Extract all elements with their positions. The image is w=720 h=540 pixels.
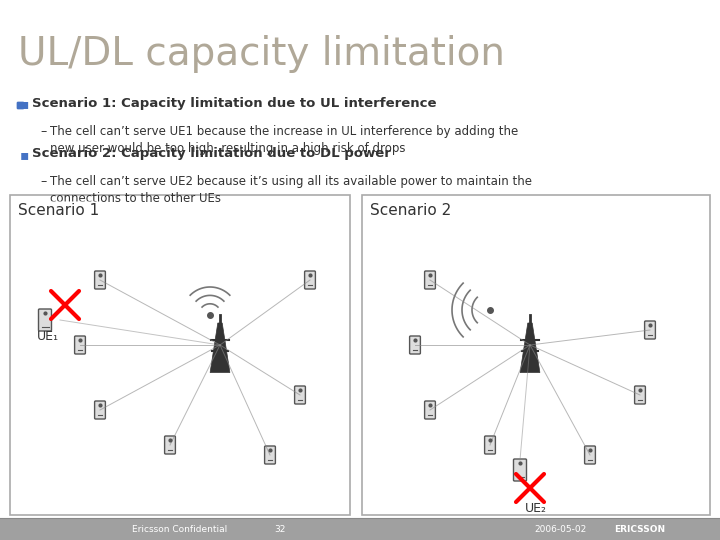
- FancyBboxPatch shape: [644, 321, 655, 339]
- Text: ▪: ▪: [20, 148, 30, 162]
- FancyBboxPatch shape: [294, 386, 305, 404]
- Polygon shape: [210, 323, 230, 373]
- Text: Scenario 2: Scenario 2: [370, 203, 451, 218]
- FancyBboxPatch shape: [94, 271, 105, 289]
- FancyBboxPatch shape: [10, 195, 350, 515]
- FancyBboxPatch shape: [513, 459, 526, 481]
- Text: The cell can’t serve UE2 because it’s using all its available power to maintain : The cell can’t serve UE2 because it’s us…: [50, 175, 532, 205]
- Text: UE₂: UE₂: [525, 502, 547, 515]
- Text: 32: 32: [274, 524, 286, 534]
- Text: Scenario 1: Scenario 1: [18, 203, 99, 218]
- Text: ERICSSON: ERICSSON: [614, 524, 665, 534]
- FancyBboxPatch shape: [425, 401, 436, 419]
- Bar: [0, 518, 720, 540]
- FancyBboxPatch shape: [38, 309, 52, 331]
- FancyBboxPatch shape: [265, 446, 276, 464]
- FancyBboxPatch shape: [410, 336, 420, 354]
- Text: Scenario 1: Capacity limitation due to UL interference: Scenario 1: Capacity limitation due to U…: [32, 97, 436, 110]
- FancyBboxPatch shape: [362, 195, 710, 515]
- Text: UE₁: UE₁: [37, 330, 59, 343]
- Text: –: –: [40, 125, 46, 138]
- Text: 2006-05-02: 2006-05-02: [534, 524, 586, 534]
- Text: UL/DL capacity limitation: UL/DL capacity limitation: [18, 35, 505, 73]
- FancyBboxPatch shape: [75, 336, 86, 354]
- Text: ▪: ▪: [20, 97, 30, 111]
- FancyBboxPatch shape: [425, 271, 436, 289]
- Text: Scenario 2: Capacity limitation due to DL power: Scenario 2: Capacity limitation due to D…: [32, 147, 391, 160]
- FancyBboxPatch shape: [485, 436, 495, 454]
- FancyBboxPatch shape: [585, 446, 595, 464]
- FancyBboxPatch shape: [305, 271, 315, 289]
- Text: The cell can’t serve UE1 because the increase in UL interference by adding the
n: The cell can’t serve UE1 because the inc…: [50, 125, 518, 155]
- Text: Ericsson Confidential: Ericsson Confidential: [132, 524, 228, 534]
- FancyBboxPatch shape: [94, 401, 105, 419]
- Text: –: –: [40, 175, 46, 188]
- FancyBboxPatch shape: [165, 436, 176, 454]
- FancyBboxPatch shape: [634, 386, 645, 404]
- Polygon shape: [520, 323, 540, 373]
